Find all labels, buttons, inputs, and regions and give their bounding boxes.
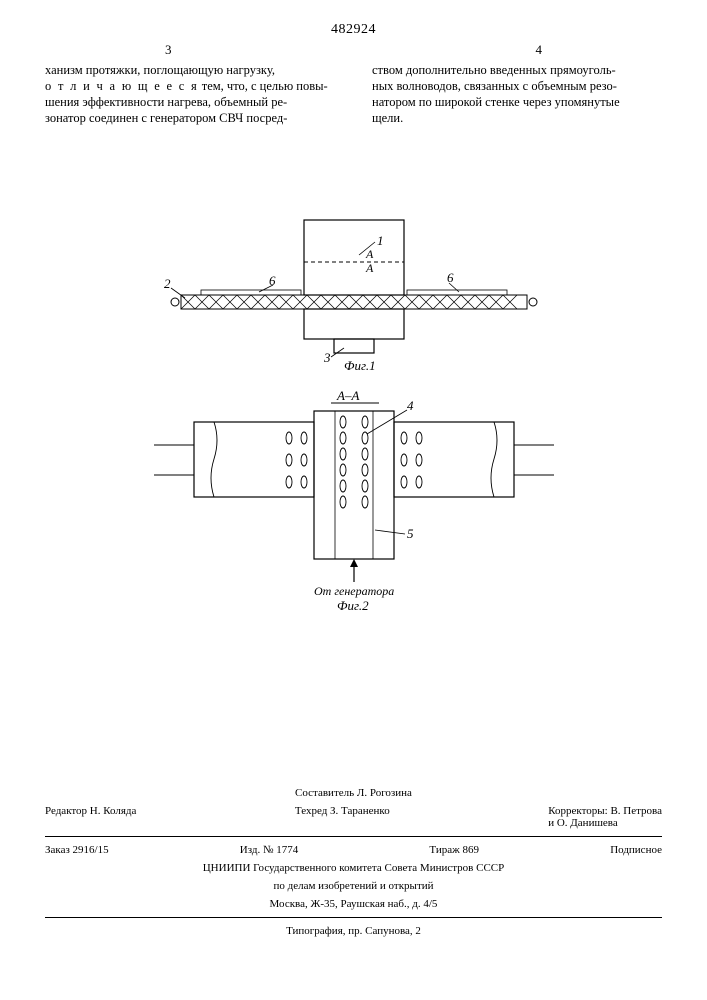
from-generator: От генератора <box>314 584 394 598</box>
org2: по делам изобретений и открытий <box>45 877 662 895</box>
col-left-number: 3 <box>165 42 172 58</box>
izd: Изд. № 1774 <box>240 844 298 856</box>
left-line-1: ханизм протяжки, поглощающую нагрузку, <box>45 63 275 77</box>
left-line-3: шения эффективности нагрева, объемный ре… <box>45 95 287 109</box>
left-column: ханизм протяжки, поглощающую нагрузку, о… <box>45 62 335 126</box>
left-line-4: зонатор соединен с генератором СВЧ посре… <box>45 111 287 125</box>
figures-block: 1 A A <box>0 210 707 630</box>
podpisnoe: Подписное <box>610 844 662 856</box>
right-column: ством дополнительно введенных прямоуголь… <box>372 62 662 126</box>
left-line-2b: тем, что, с целью повы- <box>199 79 328 93</box>
figure-1: 1 A A <box>164 220 537 373</box>
figure-2: A–A <box>154 388 554 613</box>
right-line-1: ством дополнительно введенных прямоуголь… <box>372 63 616 77</box>
techred: Техред З. Тараненко <box>295 805 390 829</box>
fig2-caption: Фиг.2 <box>337 598 369 613</box>
label-1: 1 <box>377 233 384 248</box>
label-6b: 6 <box>447 270 454 285</box>
figures-svg: 1 A A <box>119 210 589 630</box>
label-5: 5 <box>407 526 414 541</box>
fig1-caption: Фиг.1 <box>344 358 376 373</box>
corrector-1: В. Петрова <box>610 805 662 817</box>
tirazh: Тираж 869 <box>429 844 479 856</box>
addr: Москва, Ж-35, Раушская наб., д. 4/5 <box>45 895 662 913</box>
correctors: Корректоры: В. Петрова и О. Данишева <box>548 805 662 829</box>
corrector-lbl: Корректоры: <box>548 805 607 817</box>
right-line-3: натором по широкой стенке через упомянут… <box>372 95 620 109</box>
order: Заказ 2916/15 <box>45 844 109 856</box>
footer-block: Составитель Л. Рогозина Редактор Н. Коля… <box>45 784 662 940</box>
compiler: Составитель Л. Рогозина <box>45 784 662 802</box>
editor: Редактор Н. Коляда <box>45 805 136 829</box>
right-line-4: щели. <box>372 111 403 125</box>
col-right-number: 4 <box>536 42 543 58</box>
label-3: 3 <box>323 350 331 365</box>
typography: Типография, пр. Сапунова, 2 <box>45 922 662 940</box>
left-line-2a: о т л и ч а ю щ е е с я <box>45 79 199 93</box>
section-AA: A–A <box>336 388 359 403</box>
patent-number: 482924 <box>0 22 707 38</box>
label-A1: A <box>365 247 374 261</box>
label-6a: 6 <box>269 273 276 288</box>
label-4: 4 <box>407 398 414 413</box>
corrector-2: и О. Данишева <box>548 817 618 829</box>
right-line-2: ных волноводов, связанных с объемным рез… <box>372 79 617 93</box>
label-A2: A <box>365 261 374 275</box>
label-2: 2 <box>164 276 171 291</box>
org1: ЦНИИПИ Государственного комитета Совета … <box>45 859 662 877</box>
